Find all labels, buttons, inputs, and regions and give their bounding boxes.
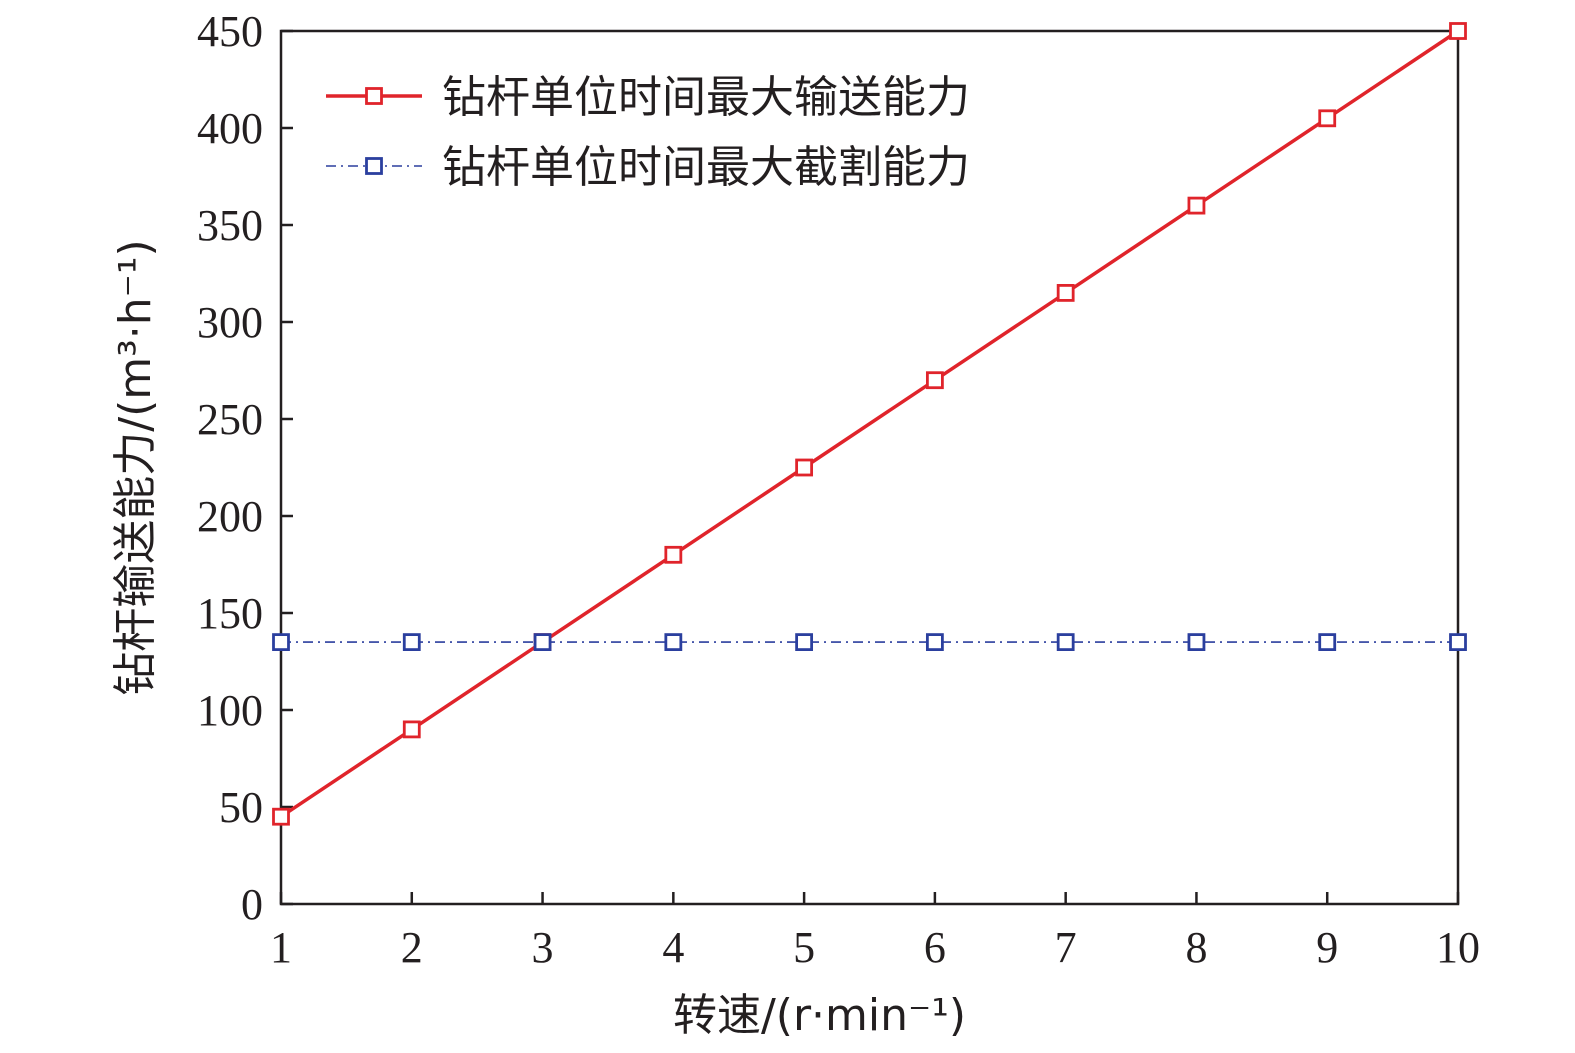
legend-marker [365, 87, 383, 105]
data-point [1056, 283, 1075, 302]
x-tick-label: 3 [532, 923, 554, 972]
series-2 [272, 633, 1467, 651]
data-point [1318, 633, 1337, 651]
x-tick-label: 9 [1316, 923, 1338, 972]
legend-entry: 钻杆单位时间最大截割能力 [326, 142, 970, 193]
x-tick-label: 2 [401, 923, 423, 972]
x-tick-label: 1 [270, 923, 292, 972]
series-1 [272, 22, 1467, 826]
y-tick-label: 50 [219, 783, 263, 832]
y-tick-label: 400 [197, 104, 263, 153]
plot-frame [279, 29, 1460, 906]
x-tick-label: 10 [1436, 923, 1480, 972]
data-point [272, 633, 290, 651]
legend-marker [365, 157, 383, 175]
data-point [402, 720, 421, 739]
data-point [795, 633, 814, 651]
data-point [795, 458, 814, 477]
y-tick-label: 0 [241, 880, 263, 929]
y-tick-label: 250 [197, 395, 263, 444]
series-group [272, 22, 1467, 826]
data-point [533, 633, 552, 651]
y-tick-label: 350 [197, 201, 263, 250]
x-tick-label: 5 [793, 923, 815, 972]
y-tick-label: 450 [197, 7, 263, 56]
data-point [925, 371, 944, 390]
plot-area [279, 29, 1460, 906]
y-tick-label: 200 [197, 492, 263, 541]
data-point [1449, 22, 1467, 40]
data-point [402, 633, 421, 651]
data-point [272, 807, 290, 826]
legend-label: 钻杆单位时间最大输送能力 [442, 72, 970, 123]
data-point [664, 633, 683, 651]
data-point [1187, 633, 1206, 651]
x-axis-label: 转速/(r·min⁻¹) [673, 990, 966, 1041]
y-tick-label: 300 [197, 298, 263, 347]
data-point [1449, 633, 1467, 651]
y-tick-label: 100 [197, 686, 263, 735]
x-tick-label: 8 [1185, 923, 1207, 972]
data-point [1318, 109, 1337, 128]
y-tick-label: 150 [197, 589, 263, 638]
x-tick-label: 6 [924, 923, 946, 972]
data-point [1056, 633, 1075, 651]
legend-label: 钻杆单位时间最大截割能力 [442, 142, 970, 193]
x-tick-label: 4 [662, 923, 684, 972]
y-axis-label: 钻杆输送能力/(m³·h⁻¹) [110, 239, 161, 695]
series-line [280, 29, 1459, 819]
data-point [1187, 196, 1206, 215]
data-point [925, 633, 944, 651]
legend-entry: 钻杆单位时间最大输送能力 [326, 72, 970, 123]
x-tick-label: 7 [1055, 923, 1077, 972]
data-point [664, 545, 683, 564]
